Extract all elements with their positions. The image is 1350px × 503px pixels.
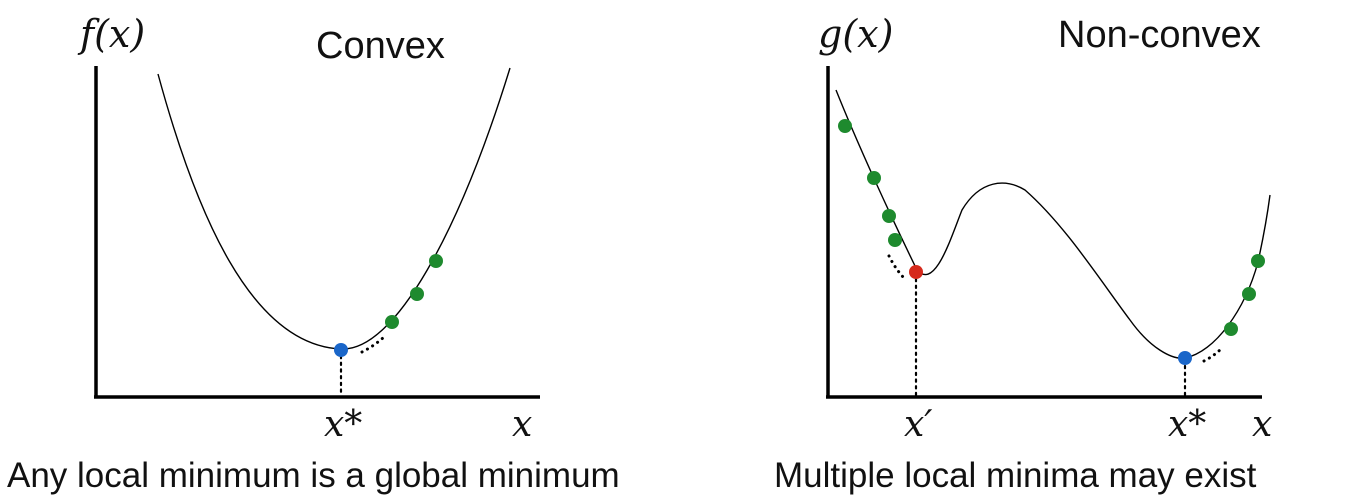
nonconvex-curve [835, 89, 1271, 359]
convex-panel: f(x) Convex x* x Any local minimum is a … [7, 12, 620, 495]
nonconvex-local-minimum-label: x′ [904, 404, 932, 445]
nonconvex-step-point [1251, 254, 1265, 268]
nonconvex-step-point [1224, 322, 1238, 336]
nonconvex-caption: Multiple local minima may exist [774, 456, 1257, 495]
nonconvex-local-minimum-point [909, 265, 923, 279]
convex-minimum-label: x* [324, 404, 362, 445]
nonconvex-global-minimum-point [1178, 351, 1192, 365]
nonconvex-step-point [867, 171, 881, 185]
convex-caption: Any local minimum is a global minimum [7, 456, 620, 495]
nonconvex-step-point [1242, 287, 1256, 301]
convex-curve [157, 67, 511, 350]
convex-step-point [385, 315, 399, 329]
nonconvex-local-descent-dots [887, 254, 907, 281]
nonconvex-global-descent-dots [1202, 346, 1224, 363]
nonconvex-y-axis-label: g(x) [818, 12, 893, 56]
convex-title: Convex [316, 25, 445, 67]
convex-global-minimum-point [334, 343, 348, 357]
convex-descent-dots [360, 335, 386, 354]
nonconvex-step-point [882, 209, 896, 223]
nonconvex-step-point [838, 119, 852, 133]
convex-step-point [410, 287, 424, 301]
nonconvex-step-point [888, 233, 902, 247]
nonconvex-x-axis-label: x [1252, 404, 1272, 445]
nonconvex-global-minimum-label: x* [1168, 404, 1206, 445]
nonconvex-title: Non-convex [1058, 14, 1261, 56]
convex-step-point [429, 254, 443, 268]
convex-y-axis-label: f(x) [77, 12, 145, 56]
nonconvex-panel: g(x) Non-convex x′ x* x Multiple local m… [774, 12, 1272, 495]
convex-x-axis-label: x [512, 404, 532, 445]
